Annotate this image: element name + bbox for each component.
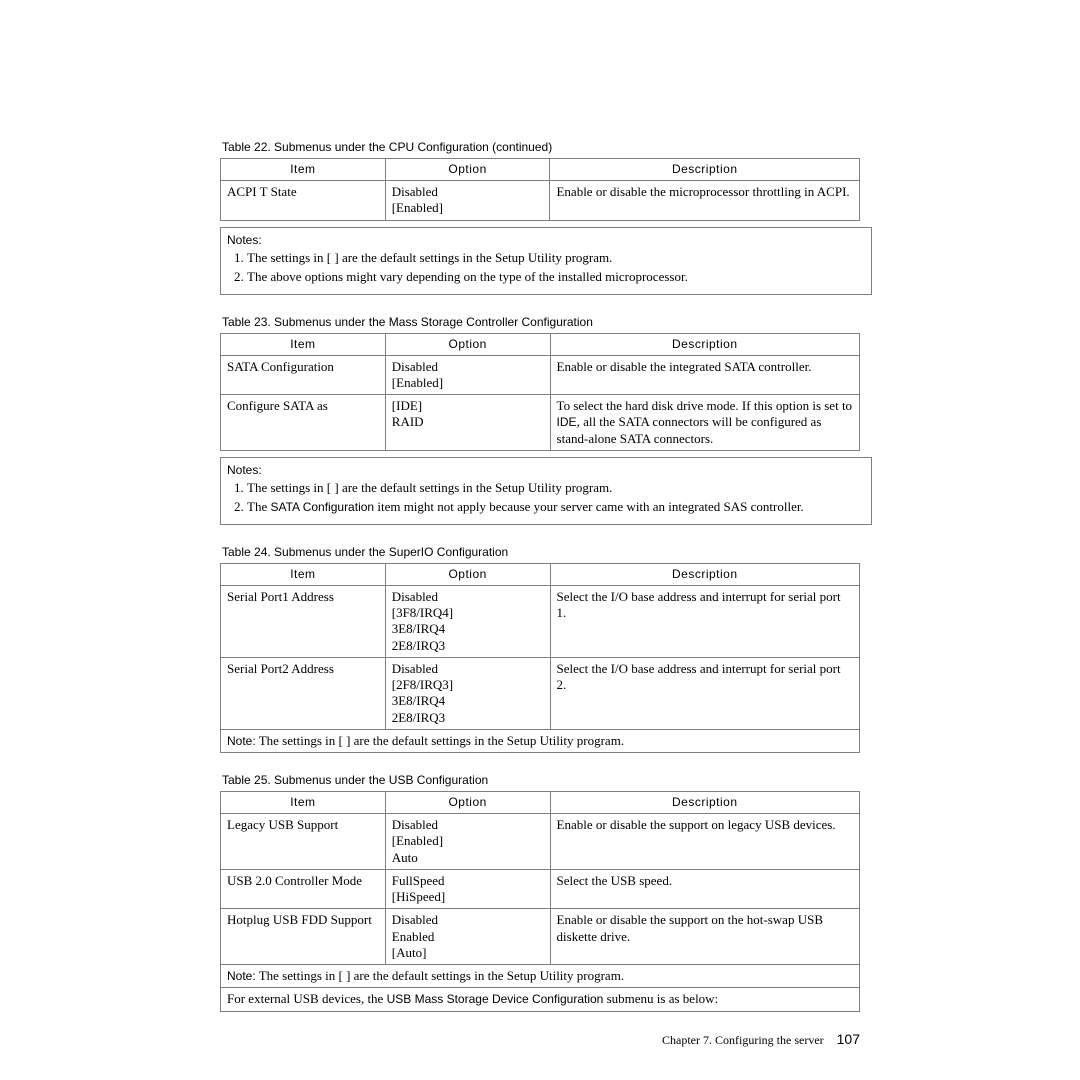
table-header-row: Item Option Description: [221, 333, 860, 355]
th-item: Item: [221, 159, 386, 181]
note-cell: Note: The settings in [ ] are the defaul…: [221, 965, 860, 988]
extra-pre: For external USB devices, the: [227, 991, 387, 1006]
table-22: Item Option Description ACPI T State Dis…: [220, 158, 860, 221]
th-description: Description: [550, 563, 859, 585]
cell-option: Disabled [3F8/IRQ4] 3E8/IRQ4 2E8/IRQ3: [385, 585, 550, 657]
th-item: Item: [221, 333, 386, 355]
note-pre: The: [247, 499, 270, 514]
table-row: ACPI T State Disabled [Enabled] Enable o…: [221, 181, 860, 221]
table-24: Item Option Description Serial Port1 Add…: [220, 563, 860, 753]
th-option: Option: [385, 563, 550, 585]
note-post: item might not apply because your server…: [374, 499, 804, 514]
table-row: Hotplug USB FDD Support Disabled Enabled…: [221, 909, 860, 965]
table-row: Configure SATA as [IDE] RAID To select t…: [221, 395, 860, 451]
th-option: Option: [385, 159, 550, 181]
table-23-notes: Notes: The settings in [ ] are the defau…: [220, 457, 872, 525]
desc-post: , all the SATA connectors will be config…: [557, 414, 822, 445]
notes-label: Notes:: [227, 463, 262, 477]
th-option: Option: [385, 792, 550, 814]
table-note-row: Note: The settings in [ ] are the defaul…: [221, 729, 860, 752]
cell-option: [IDE] RAID: [385, 395, 550, 451]
table-extra-row: For external USB devices, the USB Mass S…: [221, 988, 860, 1011]
notes-label: Notes:: [227, 233, 262, 247]
cell-desc: Enable or disable the support on the hot…: [550, 909, 859, 965]
note-text: The settings in [ ] are the default sett…: [256, 968, 624, 983]
th-item: Item: [221, 792, 386, 814]
table-23: Item Option Description SATA Configurati…: [220, 333, 860, 451]
cell-desc: Select the I/O base address and interrup…: [550, 585, 859, 657]
cell-item: Serial Port2 Address: [221, 657, 386, 729]
desc-pre: To select the hard disk drive mode. If t…: [557, 398, 853, 413]
note-label: Note:: [227, 734, 256, 748]
cell-item: USB 2.0 Controller Mode: [221, 869, 386, 909]
table-22-notes: Notes: The settings in [ ] are the defau…: [220, 227, 872, 295]
cell-desc: To select the hard disk drive mode. If t…: [550, 395, 859, 451]
cell-option: FullSpeed [HiSpeed]: [385, 869, 550, 909]
table-note-row: Note: The settings in [ ] are the defaul…: [221, 965, 860, 988]
cell-item: SATA Configuration: [221, 355, 386, 395]
table-25-caption: Table 25. Submenus under the USB Configu…: [222, 773, 860, 787]
table-23-caption: Table 23. Submenus under the Mass Storag…: [222, 315, 860, 329]
cell-desc: Enable or disable the integrated SATA co…: [550, 355, 859, 395]
note-label: Note:: [227, 969, 256, 983]
cell-item: ACPI T State: [221, 181, 386, 221]
desc-bold: IDE: [557, 415, 577, 429]
cell-option: Disabled [Enabled]: [385, 181, 550, 221]
cell-desc: Enable or disable the microprocessor thr…: [550, 181, 860, 221]
cell-option: Disabled [Enabled]: [385, 355, 550, 395]
table-row: Serial Port1 Address Disabled [3F8/IRQ4]…: [221, 585, 860, 657]
notes-list: The settings in [ ] are the default sett…: [227, 250, 865, 285]
th-item: Item: [221, 563, 386, 585]
th-option: Option: [385, 333, 550, 355]
th-description: Description: [550, 333, 859, 355]
cell-item: Hotplug USB FDD Support: [221, 909, 386, 965]
footer-chapter: Chapter 7. Configuring the server: [662, 1033, 824, 1047]
th-description: Description: [550, 159, 860, 181]
table-25: Item Option Description Legacy USB Suppo…: [220, 791, 860, 1012]
cell-desc: Enable or disable the support on legacy …: [550, 814, 859, 870]
notes-list: The settings in [ ] are the default sett…: [227, 480, 865, 515]
extra-bold: USB Mass Storage Device Configuration: [387, 992, 604, 1006]
cell-option: Disabled [Enabled] Auto: [385, 814, 550, 870]
table-22-block: Table 22. Submenus under the CPU Configu…: [220, 140, 860, 295]
table-row: USB 2.0 Controller Mode FullSpeed [HiSpe…: [221, 869, 860, 909]
table-header-row: Item Option Description: [221, 159, 860, 181]
cell-item: Serial Port1 Address: [221, 585, 386, 657]
page-footer: Chapter 7. Configuring the server 107: [662, 1031, 860, 1048]
cell-item: Legacy USB Support: [221, 814, 386, 870]
footer-pagenum: 107: [837, 1031, 860, 1047]
cell-option: Disabled Enabled [Auto]: [385, 909, 550, 965]
note-item: The settings in [ ] are the default sett…: [247, 250, 865, 266]
th-description: Description: [550, 792, 859, 814]
extra-cell: For external USB devices, the USB Mass S…: [221, 988, 860, 1011]
table-24-caption: Table 24. Submenus under the SuperIO Con…: [222, 545, 860, 559]
cell-desc: Select the USB speed.: [550, 869, 859, 909]
table-24-block: Table 24. Submenus under the SuperIO Con…: [220, 545, 860, 753]
table-header-row: Item Option Description: [221, 792, 860, 814]
note-bold: SATA Configuration: [270, 500, 374, 514]
table-row: SATA Configuration Disabled [Enabled] En…: [221, 355, 860, 395]
note-item: The above options might vary depending o…: [247, 269, 865, 285]
cell-option: Disabled [2F8/IRQ3] 3E8/IRQ4 2E8/IRQ3: [385, 657, 550, 729]
cell-desc: Select the I/O base address and interrup…: [550, 657, 859, 729]
note-item: The SATA Configuration item might not ap…: [247, 499, 865, 515]
note-cell: Note: The settings in [ ] are the defaul…: [221, 729, 860, 752]
page: Table 22. Submenus under the CPU Configu…: [0, 0, 1080, 1080]
table-header-row: Item Option Description: [221, 563, 860, 585]
table-22-caption: Table 22. Submenus under the CPU Configu…: [222, 140, 860, 154]
table-25-block: Table 25. Submenus under the USB Configu…: [220, 773, 860, 1012]
note-text: The settings in [ ] are the default sett…: [256, 733, 624, 748]
table-23-block: Table 23. Submenus under the Mass Storag…: [220, 315, 860, 525]
table-row: Serial Port2 Address Disabled [2F8/IRQ3]…: [221, 657, 860, 729]
cell-item: Configure SATA as: [221, 395, 386, 451]
table-row: Legacy USB Support Disabled [Enabled] Au…: [221, 814, 860, 870]
extra-post: submenu is as below:: [603, 991, 718, 1006]
note-item: The settings in [ ] are the default sett…: [247, 480, 865, 496]
